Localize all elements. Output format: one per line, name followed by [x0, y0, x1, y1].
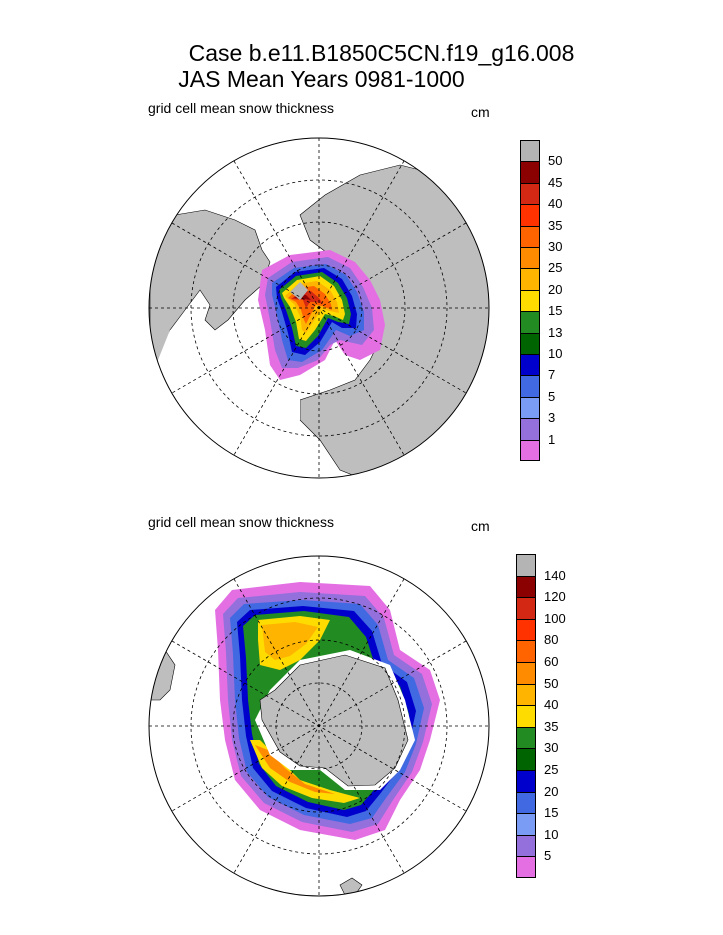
colorbar-frame — [516, 554, 536, 878]
colorbar-tick-label: 5 — [548, 388, 556, 404]
colorbar-swatch — [520, 204, 540, 226]
colorbar-swatch — [520, 418, 540, 440]
colorbar-swatch — [520, 375, 540, 397]
colorbar-swatch — [516, 791, 536, 814]
colorbar-tick-label: 25 — [544, 762, 559, 777]
colorbar-tick-label: 50 — [544, 675, 559, 691]
colorbar-tick-label: 80 — [544, 632, 559, 648]
north-panel-label: grid cell mean snow thickness — [148, 100, 334, 116]
colorbar-tick-label: 30 — [548, 239, 563, 254]
colorbar-tick-label: 10 — [544, 826, 559, 842]
colorbar-swatch — [516, 683, 536, 706]
colorbar-tick-label: 15 — [548, 303, 563, 319]
colorbar-swatch — [516, 856, 536, 878]
colorbar-tick-label: 50 — [548, 153, 563, 169]
colorbar-swatch — [520, 354, 540, 376]
colorbar-swatch — [516, 834, 536, 857]
colorbar-swatch — [520, 396, 540, 419]
colorbar-tick-label: 5 — [544, 848, 552, 864]
colorbar-swatch — [516, 597, 536, 619]
colorbar-tick-label: 10 — [548, 346, 563, 361]
colorbar-swatch — [520, 332, 540, 354]
colorbar-tick-label: 15 — [544, 805, 559, 821]
colorbar-swatch — [516, 705, 536, 727]
south-land-australia — [339, 877, 363, 896]
colorbar-tick-label: 13 — [548, 324, 563, 340]
colorbar-tick-label: 20 — [548, 281, 563, 297]
colorbar-swatch — [520, 161, 540, 183]
title-line-2: JAS Mean Years 0981-1000 — [178, 66, 465, 92]
colorbar-swatch — [516, 640, 536, 662]
colorbar-tick-label: 7 — [548, 367, 556, 383]
colorbar-swatch — [516, 618, 536, 641]
colorbar-tick-label: 1 — [548, 431, 556, 447]
colorbar-swatch — [516, 813, 536, 835]
colorbar-tick-label: 25 — [548, 260, 563, 276]
colorbar-tick-label: 35 — [544, 718, 559, 734]
colorbar-swatch — [520, 268, 540, 290]
north-land-canada-north — [150, 320, 300, 440]
south-panel-units: cm — [471, 518, 490, 534]
colorbar-tick-label: 45 — [548, 174, 563, 190]
colorbar-swatch — [516, 662, 536, 684]
colorbar-tick-label: 3 — [548, 410, 556, 426]
north-polar-map — [148, 137, 490, 479]
colorbar-swatch — [520, 225, 540, 247]
colorbar-tick-label: 20 — [544, 783, 559, 799]
south-land-antarctica — [259, 654, 409, 787]
colorbar-tick-label: 40 — [544, 697, 559, 713]
colorbar-swatch — [520, 439, 540, 461]
south-panel-label: grid cell mean snow thickness — [148, 514, 334, 530]
colorbar-tick-label: 120 — [544, 589, 566, 605]
south-polar-map — [148, 555, 490, 897]
title-line-1: Case b.e11.B1850C5CN.f19_g16.008 — [188, 40, 575, 66]
north-panel-units: cm — [471, 104, 490, 120]
colorbar-swatch — [520, 247, 540, 269]
south-graticule — [149, 556, 489, 896]
colorbar-tick-label: 100 — [544, 610, 566, 626]
colorbar-swatch — [520, 311, 540, 333]
north-graticule — [149, 138, 489, 478]
colorbar-swatch — [516, 575, 536, 598]
colorbar-tick-label: 140 — [544, 567, 566, 583]
colorbar-swatch — [516, 770, 536, 792]
colorbar-tick-label: 30 — [544, 740, 559, 756]
colorbar-tick-label: 60 — [544, 654, 559, 669]
colorbar-swatch — [516, 726, 536, 749]
colorbar-frame — [520, 140, 540, 461]
north-snow-field — [258, 250, 385, 380]
colorbar-tick-label: 35 — [548, 217, 563, 233]
colorbar-swatch — [520, 289, 540, 312]
colorbar-tick-label: 40 — [548, 196, 563, 212]
colorbar-swatch — [516, 748, 536, 770]
colorbar-swatch — [520, 182, 540, 205]
